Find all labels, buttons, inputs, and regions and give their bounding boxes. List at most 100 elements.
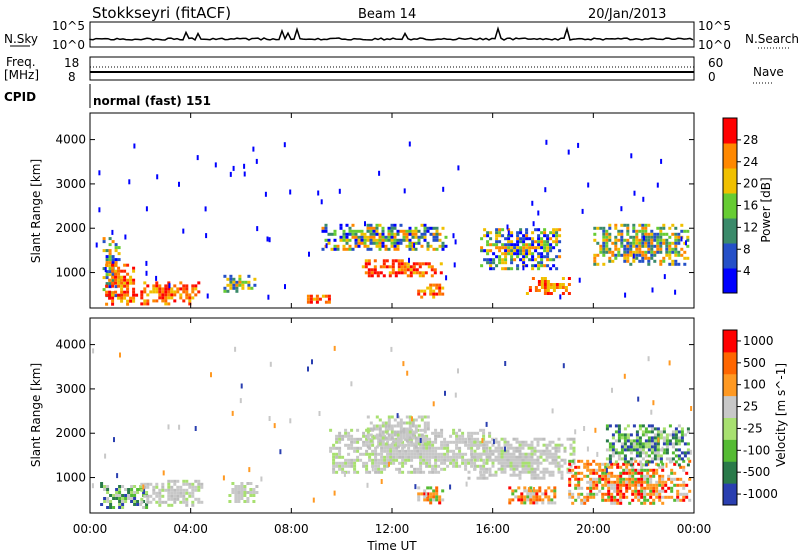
power-cell [418, 271, 422, 275]
velocity-cell [455, 446, 459, 450]
power-cell [635, 235, 639, 239]
power-cell [435, 292, 439, 296]
power-cell [543, 255, 547, 259]
power-cell [327, 300, 331, 304]
power-cell [489, 231, 493, 235]
velocity-cell [554, 464, 558, 468]
velocity-cell [443, 443, 447, 447]
power-cell [360, 229, 364, 233]
velocity-cell [455, 452, 459, 456]
power-sparse-cell [408, 141, 411, 147]
power-sparse-cell [232, 165, 235, 171]
velocity-cell [127, 497, 131, 500]
power-cell [339, 238, 343, 242]
power-cell [108, 278, 112, 282]
velocity-cell [118, 488, 122, 491]
velocity-cell [662, 427, 666, 431]
velocity-cell [610, 495, 614, 499]
power-cell [438, 292, 442, 296]
velocity-cell [634, 477, 638, 481]
velocity-cell [136, 488, 140, 491]
velocity-cell [677, 430, 681, 434]
velocity-cell [650, 439, 654, 443]
velocity-cell [554, 455, 558, 459]
velocity-cell [500, 455, 504, 459]
velocity-cell [338, 446, 342, 450]
power-cell [602, 250, 606, 254]
power-cell [120, 284, 124, 288]
velocity-cell [386, 461, 390, 465]
velocity-cell [383, 461, 387, 465]
velocity-sparse-cell [414, 484, 417, 490]
power-cell [498, 249, 502, 253]
power-cell [626, 229, 630, 233]
velocity-sparse-cell [444, 390, 446, 396]
velocity-cell [399, 418, 403, 422]
velocity-cell [497, 461, 501, 465]
power-cell [641, 259, 645, 263]
velocity-cell [419, 446, 423, 450]
velocity-cell [613, 483, 617, 487]
velocity-cell [652, 486, 656, 490]
power-cell [537, 237, 541, 241]
velocity-cell [586, 492, 590, 496]
power-cell [510, 243, 514, 247]
power-cell [117, 272, 121, 276]
power-cell [546, 252, 550, 256]
power-cell [665, 253, 669, 257]
velocity-cell [557, 449, 561, 453]
power-cell [644, 241, 648, 245]
velocity-cell [610, 501, 614, 505]
power-cell [417, 241, 421, 245]
velocity-cell [470, 434, 474, 438]
velocity-sparse-cell [239, 398, 242, 404]
power-cell [120, 296, 124, 300]
velocity-cell [482, 458, 486, 462]
power-cell [361, 265, 365, 269]
velocity-cell [434, 455, 438, 459]
power-cell [549, 258, 553, 262]
velocity-cell [488, 452, 492, 456]
power-cell [140, 302, 144, 306]
velocity-cell [551, 458, 555, 462]
power-cell [430, 268, 434, 272]
power-cell [644, 235, 648, 239]
power-cell [534, 286, 538, 289]
velocity-cell [572, 461, 576, 465]
power-cell [399, 223, 403, 227]
velocity-cell [583, 465, 587, 469]
velocity-colorbar-segment [723, 330, 737, 353]
velocity-cell [488, 431, 492, 435]
velocity-cell [557, 470, 561, 474]
velocity-cell [366, 415, 370, 419]
power-cell [426, 241, 430, 245]
power-cell [370, 274, 374, 278]
power-cell [498, 228, 502, 232]
velocity-cell [529, 486, 533, 490]
velocity-cell [626, 448, 630, 452]
power-cell [411, 229, 415, 233]
velocity-cell [197, 497, 201, 501]
power-cell [561, 292, 565, 295]
power-cell [111, 273, 115, 277]
velocity-cell [515, 473, 519, 477]
velocity-cell [550, 489, 554, 493]
velocity-cell [533, 461, 537, 465]
velocity-cell [405, 430, 409, 434]
power-sparse-cell [284, 284, 286, 290]
velocity-cell [467, 461, 471, 465]
power-cell [232, 283, 236, 287]
power-cell [403, 271, 407, 275]
power-cell [614, 241, 618, 245]
velocity-cell [619, 465, 623, 469]
velocity-cell [649, 480, 653, 484]
velocity-cell [571, 459, 575, 463]
velocity-cell [429, 492, 433, 496]
velocity-cell [653, 436, 657, 440]
velocity-cell [589, 477, 593, 481]
power-cell [111, 284, 115, 288]
velocity-cell [674, 439, 678, 443]
power-cell [417, 229, 421, 233]
velocity-cell [619, 483, 623, 487]
velocity-cell [414, 430, 418, 434]
